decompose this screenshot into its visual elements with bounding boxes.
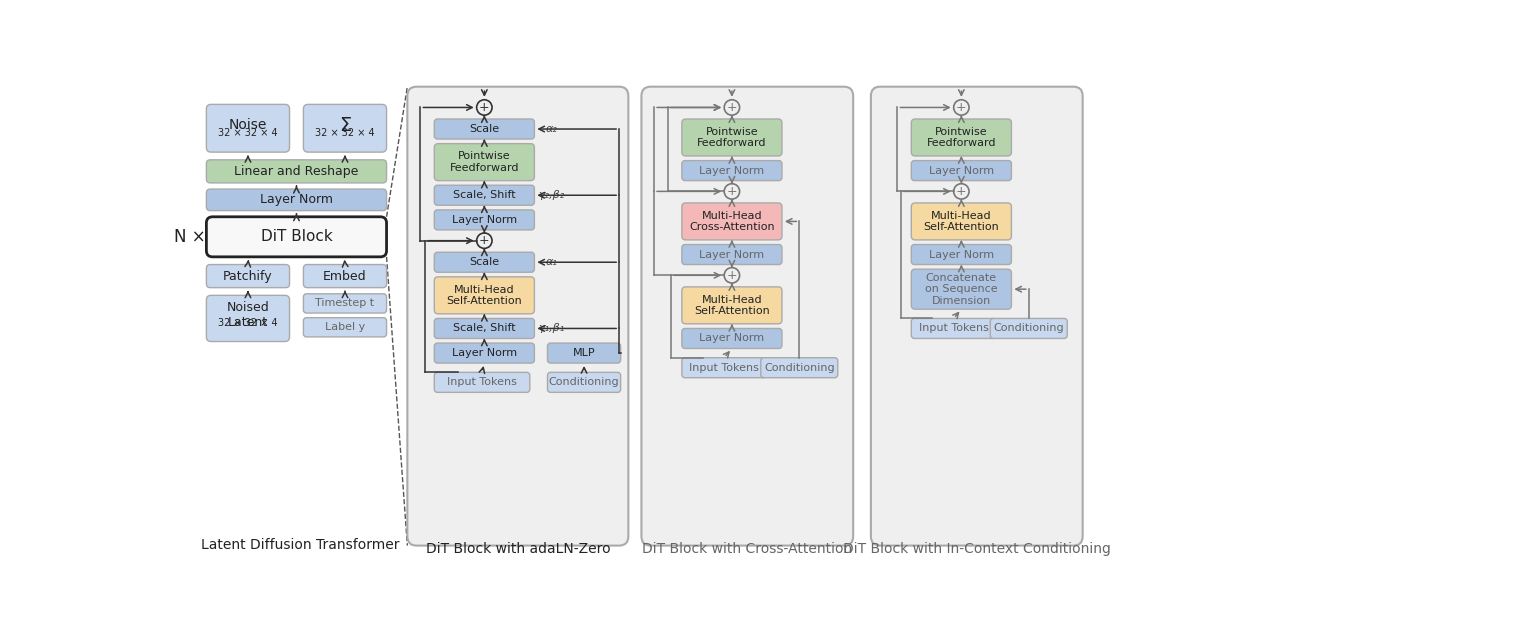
Text: +: + bbox=[957, 101, 967, 114]
FancyBboxPatch shape bbox=[911, 119, 1011, 156]
FancyBboxPatch shape bbox=[206, 105, 290, 152]
FancyBboxPatch shape bbox=[434, 143, 535, 181]
Text: Scale: Scale bbox=[470, 257, 499, 267]
Text: DiT Block: DiT Block bbox=[261, 229, 332, 244]
Text: Embed: Embed bbox=[323, 270, 367, 282]
Text: Layer Norm: Layer Norm bbox=[699, 166, 764, 176]
FancyBboxPatch shape bbox=[911, 203, 1011, 240]
Text: Layer Norm: Layer Norm bbox=[452, 348, 517, 358]
Text: +: + bbox=[479, 234, 490, 247]
FancyBboxPatch shape bbox=[990, 319, 1067, 339]
Text: +: + bbox=[726, 269, 737, 282]
Text: Multi-Head
Self-Attention: Multi-Head Self-Attention bbox=[447, 285, 522, 306]
Text: Scale, Shift: Scale, Shift bbox=[453, 190, 515, 200]
Text: Scale, Shift: Scale, Shift bbox=[453, 324, 515, 334]
Text: 32 × 32 × 4: 32 × 32 × 4 bbox=[218, 318, 277, 328]
Text: +: + bbox=[957, 185, 967, 198]
Text: N ×: N × bbox=[174, 228, 205, 246]
Text: γ₂,β₂: γ₂,β₂ bbox=[538, 190, 564, 200]
FancyBboxPatch shape bbox=[682, 203, 782, 240]
FancyBboxPatch shape bbox=[408, 86, 628, 546]
FancyBboxPatch shape bbox=[434, 210, 535, 230]
FancyBboxPatch shape bbox=[206, 265, 290, 287]
Text: DiT Block with Cross-Attention: DiT Block with Cross-Attention bbox=[643, 543, 852, 557]
Text: Pointwise
Feedforward: Pointwise Feedforward bbox=[450, 151, 518, 173]
Text: +: + bbox=[479, 101, 490, 114]
Text: Layer Norm: Layer Norm bbox=[452, 215, 517, 225]
FancyBboxPatch shape bbox=[682, 329, 782, 349]
Text: Concatenate
on Sequence
Dimension: Concatenate on Sequence Dimension bbox=[925, 272, 998, 305]
Text: Scale: Scale bbox=[470, 124, 499, 134]
FancyBboxPatch shape bbox=[303, 265, 387, 287]
FancyBboxPatch shape bbox=[434, 372, 529, 393]
Text: Timestep t: Timestep t bbox=[315, 299, 374, 309]
Text: γ₁,β₁: γ₁,β₁ bbox=[538, 324, 564, 334]
Text: Multi-Head
Self-Attention: Multi-Head Self-Attention bbox=[694, 295, 770, 316]
Text: +: + bbox=[726, 101, 737, 114]
Text: Layer Norm: Layer Norm bbox=[699, 334, 764, 344]
FancyBboxPatch shape bbox=[911, 269, 1011, 309]
FancyBboxPatch shape bbox=[547, 372, 620, 393]
FancyBboxPatch shape bbox=[206, 160, 387, 183]
Text: Patchify: Patchify bbox=[223, 270, 273, 282]
FancyBboxPatch shape bbox=[303, 317, 387, 337]
FancyBboxPatch shape bbox=[206, 217, 387, 257]
Text: Linear and Reshape: Linear and Reshape bbox=[235, 165, 359, 178]
Text: Input Tokens: Input Tokens bbox=[919, 324, 988, 334]
Text: Noised
Latent: Noised Latent bbox=[226, 301, 270, 329]
Text: α₂: α₂ bbox=[546, 124, 558, 134]
FancyBboxPatch shape bbox=[641, 86, 854, 546]
Text: Layer Norm: Layer Norm bbox=[929, 250, 994, 260]
Text: Multi-Head
Cross-Attention: Multi-Head Cross-Attention bbox=[690, 210, 775, 232]
Text: Layer Norm: Layer Norm bbox=[699, 250, 764, 260]
Text: DiT Block with adaLN-Zero: DiT Block with adaLN-Zero bbox=[426, 543, 609, 557]
Text: α₁: α₁ bbox=[546, 257, 558, 267]
Text: Conditioning: Conditioning bbox=[764, 362, 835, 372]
FancyBboxPatch shape bbox=[761, 357, 838, 377]
FancyBboxPatch shape bbox=[682, 119, 782, 156]
Text: Latent Diffusion Transformer: Latent Diffusion Transformer bbox=[202, 538, 400, 552]
FancyBboxPatch shape bbox=[206, 295, 290, 342]
Text: 32 × 32 × 4: 32 × 32 × 4 bbox=[218, 128, 277, 138]
Text: Noise: Noise bbox=[229, 118, 267, 132]
Text: Conditioning: Conditioning bbox=[993, 324, 1064, 334]
FancyBboxPatch shape bbox=[870, 86, 1082, 546]
Text: Layer Norm: Layer Norm bbox=[259, 193, 334, 207]
Text: Input Tokens: Input Tokens bbox=[690, 362, 760, 372]
FancyBboxPatch shape bbox=[434, 319, 535, 339]
Text: Layer Norm: Layer Norm bbox=[929, 166, 994, 176]
FancyBboxPatch shape bbox=[911, 245, 1011, 265]
Text: Multi-Head
Self-Attention: Multi-Head Self-Attention bbox=[923, 210, 999, 232]
FancyBboxPatch shape bbox=[434, 252, 535, 272]
FancyBboxPatch shape bbox=[434, 119, 535, 139]
FancyBboxPatch shape bbox=[682, 357, 767, 377]
Text: Input Tokens: Input Tokens bbox=[447, 377, 517, 387]
FancyBboxPatch shape bbox=[682, 161, 782, 181]
FancyBboxPatch shape bbox=[303, 105, 387, 152]
Text: +: + bbox=[726, 185, 737, 198]
Text: MLP: MLP bbox=[573, 348, 596, 358]
Text: Label y: Label y bbox=[324, 322, 365, 332]
Text: Pointwise
Feedforward: Pointwise Feedforward bbox=[697, 126, 767, 148]
FancyBboxPatch shape bbox=[911, 161, 1011, 181]
Text: 32 × 32 × 4: 32 × 32 × 4 bbox=[315, 128, 374, 138]
Text: Conditioning: Conditioning bbox=[549, 377, 620, 387]
FancyBboxPatch shape bbox=[434, 277, 535, 314]
FancyBboxPatch shape bbox=[303, 294, 387, 313]
Text: DiT Block with In-Context Conditioning: DiT Block with In-Context Conditioning bbox=[843, 543, 1111, 557]
FancyBboxPatch shape bbox=[434, 343, 535, 363]
FancyBboxPatch shape bbox=[911, 319, 996, 339]
Text: Pointwise
Feedforward: Pointwise Feedforward bbox=[926, 126, 996, 148]
Text: Σ: Σ bbox=[340, 116, 352, 135]
FancyBboxPatch shape bbox=[682, 245, 782, 265]
FancyBboxPatch shape bbox=[682, 287, 782, 324]
FancyBboxPatch shape bbox=[547, 343, 620, 363]
FancyBboxPatch shape bbox=[434, 185, 535, 205]
FancyBboxPatch shape bbox=[206, 189, 387, 210]
